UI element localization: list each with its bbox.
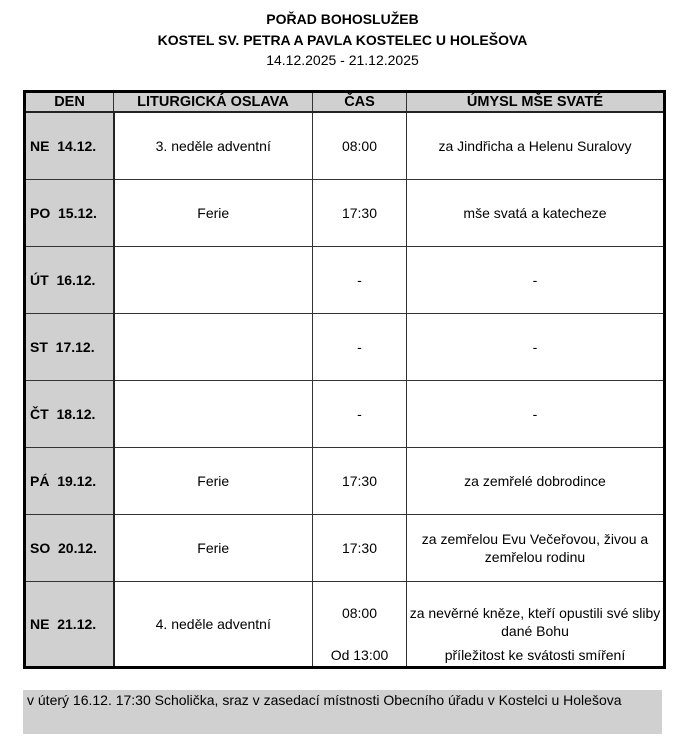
- day-cell: PÁ 19.12.: [24, 447, 115, 515]
- announcement-note: v úterý 16.12. 17:30 Scholička, sraz v z…: [23, 690, 662, 734]
- celebration-cell: Ferie: [113, 514, 313, 582]
- time-cell: -: [312, 313, 407, 381]
- time-cell: -: [312, 246, 407, 314]
- column-header-celebration: LITURGICKÁ OSLAVA: [113, 91, 313, 113]
- day-cell: SO 20.12.: [24, 514, 115, 582]
- time-cell: 17:30: [312, 514, 407, 582]
- intention-cell: -: [406, 246, 665, 314]
- celebration-cell: [113, 246, 313, 314]
- header-row: DEN LITURGICKÁ OSLAVA ČAS ÚMYSL MŠE SVAT…: [24, 91, 665, 113]
- time-cell: 08:00: [312, 111, 407, 180]
- table-row: ST 17.12. - -: [24, 313, 665, 381]
- time-cell: 08:00 Od 13:00: [312, 581, 407, 668]
- table-row: NE 14.12. 3. neděle adventní 08:00 za Jindř…: [24, 111, 665, 180]
- table-row: SO 20.12. Ferie 17:30 za zemřelou Evu Večeř…: [24, 514, 665, 582]
- day-cell: NE 21.12.: [24, 581, 115, 668]
- time-cell-secondary: Od 13:00: [330, 647, 389, 663]
- celebration-cell: Ferie: [113, 447, 313, 515]
- celebration-cell: 3. neděle adventní: [113, 111, 313, 180]
- page-title: POŘAD BOHOSLUŽEB: [266, 11, 419, 27]
- table-row: NE 21.12. 4. neděle adventní 08:00 Od 13:00…: [24, 581, 665, 668]
- time-cell: 17:30: [312, 179, 407, 247]
- day-cell: PO 15.12.: [24, 179, 115, 247]
- day-cell: NE 14.12.: [24, 111, 115, 180]
- intention-cell: mše svatá a katecheze: [406, 179, 665, 247]
- intention-cell: za zemřelé dobrodince: [406, 447, 665, 515]
- day-cell: ST 17.12.: [24, 313, 115, 381]
- time-cell-primary: 08:00: [341, 605, 378, 621]
- intention-cell-secondary: příležitost ke svátosti smíření: [444, 647, 626, 663]
- time-cell: 17:30: [312, 447, 407, 515]
- celebration-cell: [113, 380, 313, 448]
- intention-cell: -: [406, 380, 665, 448]
- celebration-cell: Ferie: [113, 179, 313, 247]
- table-row: PÁ 19.12. Ferie 17:30 za zemřelé dobrodince: [24, 447, 665, 515]
- intention-cell: -: [406, 313, 665, 381]
- day-cell: ČT 18.12.: [24, 380, 115, 448]
- table-row: ČT 18.12. - -: [24, 380, 665, 448]
- column-header-time: ČAS: [312, 91, 407, 113]
- intention-cell: za Jindřicha a Helenu Suralovy: [406, 111, 665, 180]
- column-header-intention: ÚMYSL MŠE SVATÉ: [406, 91, 665, 113]
- table-row: ÚT 16.12. - -: [24, 246, 665, 314]
- celebration-cell: [113, 313, 313, 381]
- intention-cell: za nevěrné kněze, kteří opustili své sli…: [406, 581, 665, 668]
- celebration-cell: 4. neděle adventní: [113, 581, 313, 668]
- schedule-table: DEN LITURGICKÁ OSLAVA ČAS ÚMYSL MŠE SVAT…: [23, 90, 666, 669]
- intention-cell-primary: za nevěrné kněze, kteří opustili své sli…: [409, 605, 661, 639]
- column-header-day: DEN: [24, 91, 114, 113]
- intention-cell: za zemřelou Evu Večeřovou, živou a zemře…: [406, 514, 665, 582]
- date-range: 14.12.2025 - 21.12.2025: [266, 52, 419, 68]
- day-cell: ÚT 16.12.: [24, 246, 115, 314]
- time-cell: -: [312, 380, 407, 448]
- church-name: KOSTEL SV. PETRA A PAVLA KOSTELEC U HOLE…: [157, 32, 528, 48]
- table-row: PO 15.12. Ferie 17:30 mše svatá a katecheze: [24, 179, 665, 247]
